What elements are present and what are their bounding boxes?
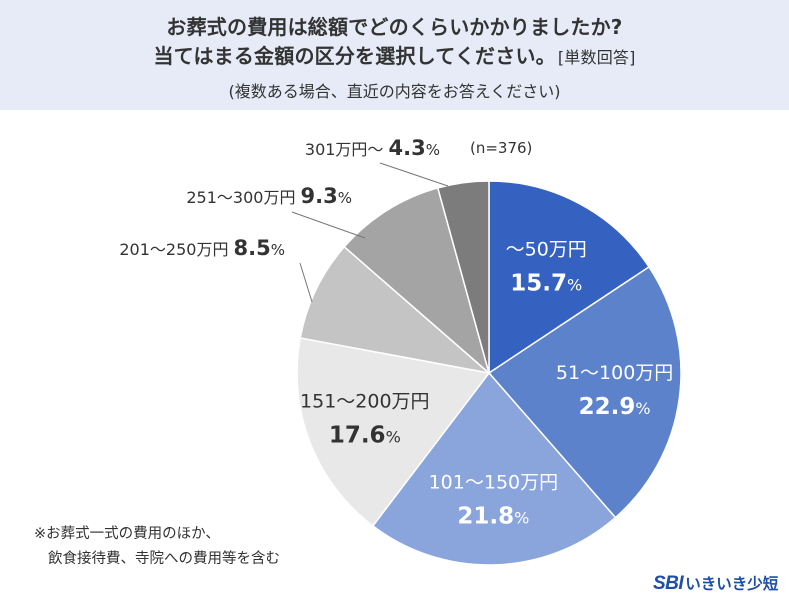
pie-slices	[296, 180, 682, 566]
slice-7	[436, 180, 490, 374]
slice-1-category-label: 〜50万円	[506, 238, 587, 260]
slice-6-leader-line	[291, 211, 366, 239]
leader-lines	[291, 162, 449, 303]
company-logo: SBI いきいき少短	[653, 572, 778, 594]
slice-1-value-label: 15.7%	[510, 270, 582, 296]
slice-5-leader-line	[299, 262, 313, 303]
slice-labels: 〜50万円 15.7% 51〜100万円 22.9% 101〜150万円 21.8% 151…	[119, 136, 673, 530]
logo-sbi: SBI	[653, 573, 684, 594]
title-line-2-text: 当てはまる金額の区分を選択してください。	[153, 44, 556, 68]
header-banner: お葬式の費用は総額でどのくらいかかりましたか? 当てはまる金額の区分を選択してく…	[0, 0, 789, 110]
slice-2	[487, 265, 682, 519]
slice-7-leader-line	[379, 162, 449, 187]
slice-1	[488, 180, 651, 375]
slice-4	[296, 337, 491, 527]
slice-2-value-label: 22.9%	[579, 394, 651, 420]
title-line-1: お葬式の費用は総額でどのくらいかかりましたか?	[166, 15, 623, 39]
slice-5	[299, 245, 492, 375]
slice-3-value-label: 21.8%	[457, 504, 529, 530]
sample-size-label: (n=376)	[470, 139, 532, 157]
slice-4-category-label: 151〜200万円	[300, 391, 430, 413]
subtitle: (複数ある場合、直近の内容をお答えください)	[228, 82, 561, 101]
slice-5-label: 201〜250万円 8.5%	[119, 236, 285, 260]
slice-3	[371, 371, 617, 566]
slice-2-category-label: 51〜100万円	[556, 362, 673, 384]
slice-7-label: 301万円〜 4.3%	[305, 136, 440, 160]
logo-text: いきいき少短	[685, 575, 779, 593]
footnote-line-1: ※お葬式一式の費用のほか、	[34, 526, 220, 542]
footnote-line-2: 飲食接待費、寺院への費用等を含む	[48, 551, 280, 567]
slice-4-value-label: 17.6%	[329, 423, 401, 449]
title-line-2: 当てはまる金額の区分を選択してください。 [単数回答]	[0, 40, 789, 69]
slice-6	[343, 187, 491, 376]
footnote: ※お葬式一式の費用のほか、 飲食接待費、寺院への費用等を含む	[34, 522, 280, 572]
slice-6-label: 251〜300万円 9.3%	[186, 184, 352, 208]
slice-3-category-label: 101〜150万円	[429, 472, 559, 494]
answer-type-tag: [単数回答]	[557, 48, 636, 67]
